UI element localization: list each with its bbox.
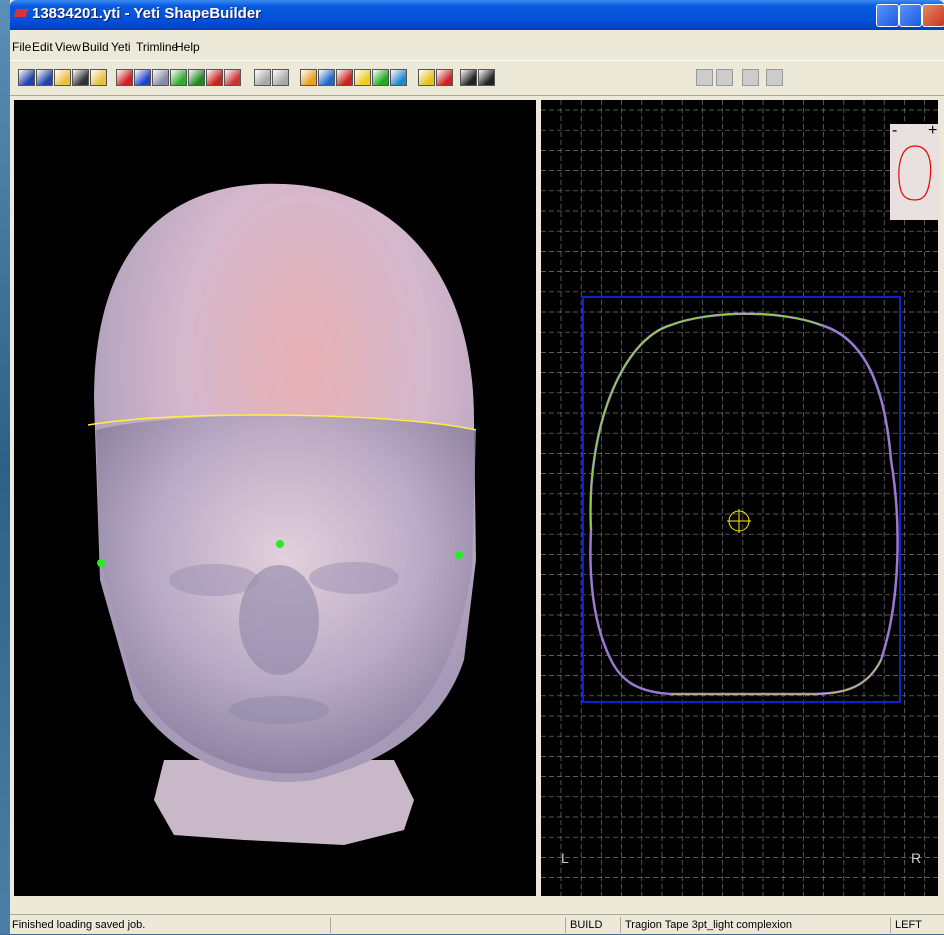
- maximize-button[interactable]: [899, 4, 922, 27]
- menu-item[interactable]: View: [55, 40, 81, 54]
- status-mode: BUILD: [570, 919, 603, 931]
- tool-button[interactable]: [206, 69, 223, 86]
- tool-button[interactable]: [272, 69, 289, 86]
- menu-item[interactable]: Trimline: [136, 40, 179, 54]
- tool-button[interactable]: [152, 69, 169, 86]
- tool-button[interactable]: [254, 69, 271, 86]
- neck: [154, 760, 414, 845]
- head-outline: [589, 312, 899, 696]
- left-label: L: [561, 850, 569, 866]
- 3d-view: [14, 100, 536, 896]
- tool-button[interactable]: [460, 69, 477, 86]
- tool-button[interactable]: [134, 69, 151, 86]
- tool-button[interactable]: [418, 69, 435, 86]
- menu-item[interactable]: Help: [175, 40, 200, 54]
- tool-button[interactable]: [36, 69, 53, 86]
- eye-right: [309, 562, 399, 594]
- eye-left: [169, 564, 259, 596]
- tool-button[interactable]: [436, 69, 453, 86]
- head-render: [87, 183, 477, 845]
- separator: [565, 917, 566, 933]
- tool-button[interactable]: [170, 69, 187, 86]
- tool-button-disabled[interactable]: [766, 69, 783, 86]
- status-bar: Finished loading saved job. BUILD Tragio…: [10, 914, 944, 935]
- tool-button[interactable]: [188, 69, 205, 86]
- tool-button[interactable]: [372, 69, 389, 86]
- tool-button[interactable]: [18, 69, 35, 86]
- app-icon: [13, 9, 29, 17]
- mouth: [229, 696, 329, 724]
- menu-item[interactable]: File: [12, 40, 32, 54]
- tool-button[interactable]: [336, 69, 353, 86]
- separator: [330, 917, 331, 933]
- status-side: LEFT: [895, 919, 922, 931]
- tool-button[interactable]: [90, 69, 107, 86]
- separator: [620, 917, 621, 933]
- tool-button-disabled[interactable]: [696, 69, 713, 86]
- app-window: 13834201.yti - Yeti ShapeBuilder File Edi…: [10, 0, 944, 934]
- tool-button[interactable]: [354, 69, 371, 86]
- tool-button[interactable]: [300, 69, 317, 86]
- tool-button[interactable]: [72, 69, 89, 86]
- head-outline-bottom: [671, 659, 882, 695]
- top-view: L R: [541, 100, 938, 896]
- right-label: R: [911, 850, 922, 866]
- close-button[interactable]: [922, 4, 944, 27]
- menu-item[interactable]: Build: [82, 40, 109, 54]
- bounding-box: [582, 296, 901, 703]
- tool-button-disabled[interactable]: [742, 69, 759, 86]
- status-message: Finished loading saved job.: [12, 919, 146, 931]
- menu-bar: File Edit View Build Yeti Trimline Help: [10, 36, 944, 58]
- title-bar: 13834201.yti - Yeti ShapeBuilder: [10, 0, 944, 30]
- zoom-in[interactable]: +: [928, 122, 938, 139]
- tool-button[interactable]: [318, 69, 335, 86]
- landmark-point: [276, 540, 284, 548]
- trimline: [87, 414, 477, 431]
- tool-button[interactable]: [224, 69, 241, 86]
- landmark-point: [97, 559, 105, 567]
- zoom-out[interactable]: -: [892, 122, 898, 139]
- grid-view: [541, 100, 938, 896]
- head-outline-left: [589, 313, 822, 531]
- tool-button[interactable]: [478, 69, 495, 86]
- landmark-point: [455, 551, 463, 559]
- separator: [890, 917, 891, 933]
- tool-button[interactable]: [54, 69, 71, 86]
- window-title: 13834201.yti - Yeti ShapeBuilder: [32, 5, 262, 22]
- mini-outline: [898, 145, 932, 201]
- tool-button-disabled[interactable]: [716, 69, 733, 86]
- tool-button[interactable]: [116, 69, 133, 86]
- menu-item[interactable]: Edit: [32, 40, 53, 54]
- status-tape: Tragion Tape 3pt_light complexion: [625, 919, 792, 931]
- toolbar: [10, 60, 944, 96]
- nose-shadow: [239, 565, 319, 675]
- mini-view: - +: [890, 122, 940, 220]
- menu-item[interactable]: Yeti: [111, 40, 131, 54]
- minimize-button[interactable]: [876, 4, 899, 27]
- tool-button[interactable]: [390, 69, 407, 86]
